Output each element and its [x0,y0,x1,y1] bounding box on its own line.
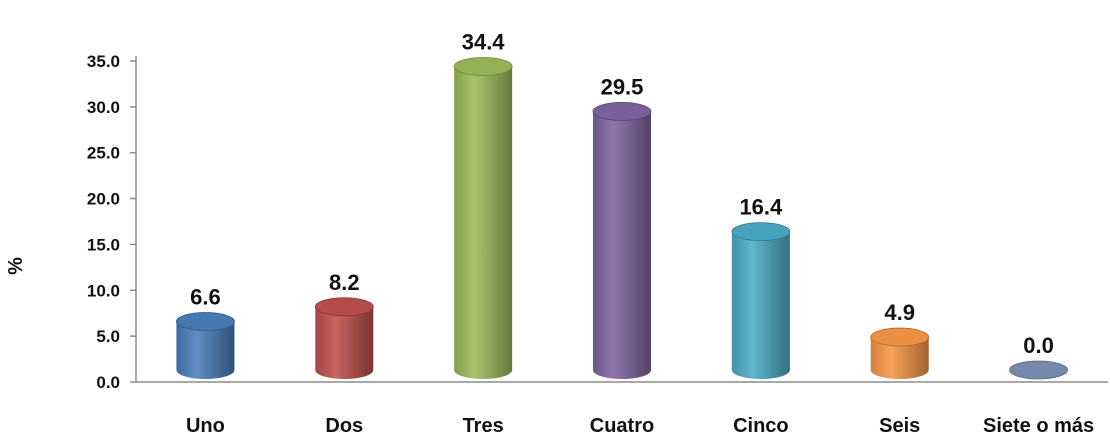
x-tick-label: Siete o más [983,415,1094,437]
bar-cap [315,298,373,316]
bar-seis [871,328,929,379]
bar-cap [454,58,512,76]
bar-body [593,111,651,379]
bar-tres [454,58,512,379]
bar-body [315,307,373,379]
y-tick-label: 20.0 [87,190,120,209]
bar-body [454,67,512,379]
bar-dos [315,298,373,379]
data-label: 34.4 [462,30,506,55]
x-tick-label: Dos [325,415,363,437]
data-label: 6.6 [190,284,221,309]
y-tick-label: 35.0 [87,52,120,71]
y-tick-label: 10.0 [87,281,120,300]
x-tick-label: Cinco [733,415,789,437]
y-tick-label: 5.0 [96,327,120,346]
x-tick-label: Seis [879,415,920,437]
bar-siete-o-más [1010,361,1068,379]
y-tick-label: 25.0 [87,144,120,163]
data-label: 4.9 [884,300,915,325]
bars [176,58,1067,379]
bar-cap [593,102,651,120]
bar-cap [732,223,790,241]
bar-cap [1010,361,1068,379]
bar-cap [176,312,234,330]
bar-cuatro [593,102,651,379]
y-tick-label: 15.0 [87,235,120,254]
x-tick-label: Uno [186,415,225,437]
data-label: 8.2 [329,270,360,295]
x-tick-label: Cuatro [590,415,654,437]
data-label: 0.0 [1023,333,1054,358]
data-label: 29.5 [601,74,644,99]
y-tick-label: 30.0 [87,98,120,117]
data-label: 16.4 [739,195,783,220]
y-tick-label: 0.0 [96,373,120,392]
bar-cinco [732,223,790,379]
bar-body [732,232,790,379]
y-axis-title: % [5,257,27,275]
bar-cap [871,328,929,346]
x-tick-label: Tres [463,415,504,437]
bar-uno [176,312,234,379]
